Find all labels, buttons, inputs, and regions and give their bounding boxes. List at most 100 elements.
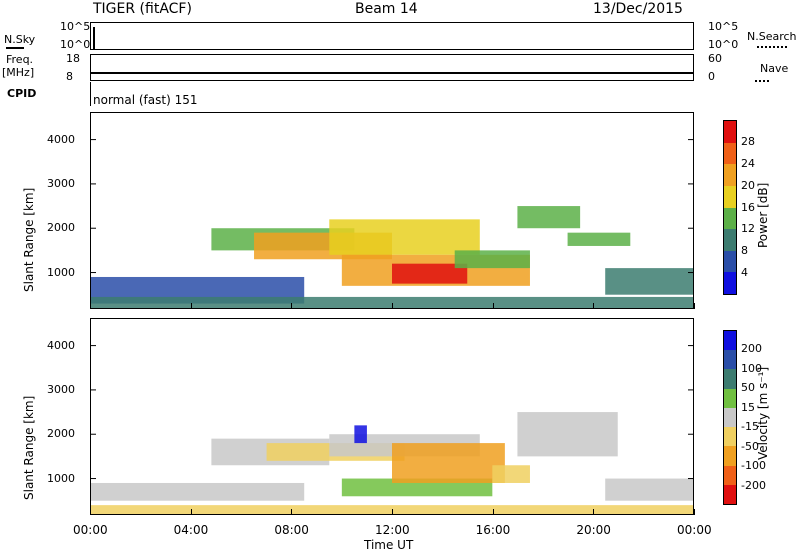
x-tick-label-1: 04:00 bbox=[173, 523, 209, 537]
velocity-colorbar-tick-0: 200 bbox=[741, 342, 762, 356]
velocity-colorbar-swatch-1 bbox=[724, 465, 736, 485]
velocity-colorbar-tick-4: -15 bbox=[741, 420, 759, 434]
nave-tick-top: 60 bbox=[708, 52, 722, 65]
power-region-10 bbox=[605, 268, 693, 295]
power-colorbar-tick-6: 4 bbox=[741, 266, 748, 280]
velocity-ytick-label-0: 4000 bbox=[47, 338, 75, 352]
velocity-ylabel: Slant Range [km] bbox=[22, 395, 36, 500]
velocity-colorbar-tick-6: -100 bbox=[741, 459, 766, 473]
nsky-legend-line bbox=[6, 47, 24, 49]
power-colorbar-tick-4: 12 bbox=[741, 222, 755, 236]
x-tick-mark-5-1 bbox=[593, 509, 595, 515]
nsearch-tick-bottom: 10^0 bbox=[708, 38, 739, 51]
x-tick-label-3: 12:00 bbox=[375, 523, 410, 537]
power-colorbar-swatch-4 bbox=[724, 185, 736, 208]
velocity-region-6 bbox=[354, 425, 367, 444]
velocity-region-9 bbox=[605, 478, 693, 501]
power-colorbar-tick-3: 16 bbox=[741, 200, 755, 214]
x-tick-mark-6-1 bbox=[694, 509, 695, 515]
velocity-region-0 bbox=[91, 482, 305, 501]
power-region-9 bbox=[567, 232, 631, 246]
freq-tick-top: 18 bbox=[66, 52, 80, 65]
power-ytick-label-0: 4000 bbox=[47, 132, 75, 146]
velocity-colorbar-swatch-4 bbox=[724, 407, 736, 428]
x-tick-mark-0-1 bbox=[90, 509, 91, 515]
power-colorbar-tick-5: 8 bbox=[741, 244, 748, 258]
x-tick-mark-2-0 bbox=[291, 303, 293, 309]
power-colorbar-swatch-0 bbox=[724, 272, 736, 294]
power-colorbar-swatch-3 bbox=[724, 207, 736, 230]
x-tick-mark-5-0 bbox=[593, 303, 595, 309]
velocity-region-7 bbox=[492, 465, 530, 483]
x-tick-mark-3-1 bbox=[392, 509, 393, 515]
velocity-region-5 bbox=[392, 443, 505, 483]
power-heatmap bbox=[91, 139, 693, 308]
freq-trace bbox=[91, 72, 693, 74]
power-colorbar-swatch-7 bbox=[724, 121, 736, 143]
velocity-colorbar-swatch-6 bbox=[724, 369, 736, 389]
nsky-label: N.Sky bbox=[4, 33, 36, 46]
power-colorbar-swatch-2 bbox=[724, 229, 736, 251]
power-region-7 bbox=[454, 250, 530, 269]
freq-label-1: Freq. bbox=[6, 53, 34, 66]
nsky-panel bbox=[90, 22, 694, 50]
velocity-colorbar-label: Velocity [m s⁻¹] bbox=[756, 366, 770, 460]
x-tick-label-2: 08:00 bbox=[274, 523, 309, 537]
velocity-colorbar-tick-7: -200 bbox=[741, 478, 766, 492]
power-colorbar-swatch-6 bbox=[724, 142, 736, 165]
power-region-8 bbox=[517, 206, 581, 229]
radar-title: TIGER (fitACF) bbox=[93, 1, 192, 17]
velocity-heatmap bbox=[91, 345, 693, 514]
velocity-colorbar-swatch-0 bbox=[724, 484, 736, 504]
nave-tick-bottom: 0 bbox=[708, 70, 715, 83]
power-ylabel: Slant Range [km] bbox=[22, 187, 36, 292]
velocity-colorbar-swatch-8 bbox=[724, 331, 736, 351]
x-tick-mark-0-0 bbox=[90, 303, 91, 309]
nave-label: Nave bbox=[760, 62, 789, 75]
cpid-marker bbox=[90, 82, 91, 106]
freq-tick-bottom: 8 bbox=[66, 70, 73, 83]
velocity-colorbar-tick-5: -50 bbox=[741, 439, 759, 453]
power-colorbar-tick-1: 24 bbox=[741, 156, 755, 170]
velocity-colorbar-tick-3: 15 bbox=[741, 400, 755, 414]
x-axis-label: Time UT bbox=[364, 538, 414, 552]
nsearch-label: N.Search bbox=[747, 30, 797, 43]
x-tick-mark-2-1 bbox=[291, 509, 293, 515]
power-region-1 bbox=[91, 296, 693, 308]
velocity-colorbar-swatch-7 bbox=[724, 350, 736, 370]
power-region-4 bbox=[329, 219, 480, 255]
x-tick-mark-1-0 bbox=[190, 303, 192, 309]
cpid-label: CPID bbox=[7, 87, 37, 100]
x-tick-label-5: 20:00 bbox=[576, 523, 611, 537]
x-tick-label-4: 16:00 bbox=[475, 523, 511, 537]
beam-title: Beam 14 bbox=[355, 1, 418, 17]
velocity-colorbar-tick-1: 100 bbox=[741, 361, 762, 375]
power-ytick-label-1: 3000 bbox=[47, 176, 75, 190]
velocity-colorbar-swatch-3 bbox=[724, 427, 736, 447]
velocity-ytick-label-3: 1000 bbox=[47, 471, 75, 485]
x-tick-label-0: 00:00 bbox=[73, 523, 108, 537]
velocity-colorbar-tick-2: 50 bbox=[741, 381, 755, 395]
velocity-colorbar bbox=[723, 330, 737, 505]
power-ytick-label-2: 2000 bbox=[47, 221, 75, 235]
velocity-colorbar-swatch-2 bbox=[724, 446, 736, 466]
nsky-trace bbox=[93, 27, 95, 49]
x-tick-mark-6-0 bbox=[694, 303, 695, 309]
power-colorbar-tick-2: 20 bbox=[741, 178, 755, 192]
nave-legend-line bbox=[755, 80, 769, 82]
x-tick-mark-4-1 bbox=[492, 509, 494, 515]
nsky-tick-bottom: 10^0 bbox=[60, 38, 91, 51]
x-tick-mark-4-0 bbox=[492, 303, 494, 309]
nsearch-legend-line bbox=[757, 46, 787, 48]
cpid-value: normal (fast) 151 bbox=[93, 93, 198, 107]
nsearch-tick-top: 10^5 bbox=[708, 20, 739, 33]
date-title: 13/Dec/2015 bbox=[593, 1, 683, 17]
power-colorbar-label: Power [dB] bbox=[756, 182, 770, 248]
power-panel bbox=[90, 112, 694, 309]
freq-label-2: [MHz] bbox=[2, 66, 35, 79]
x-tick-mark-1-1 bbox=[190, 509, 192, 515]
velocity-colorbar-swatch-5 bbox=[724, 388, 736, 408]
nsky-tick-top: 10^5 bbox=[60, 20, 91, 33]
velocity-region-4 bbox=[341, 478, 493, 497]
freq-panel bbox=[90, 54, 694, 81]
